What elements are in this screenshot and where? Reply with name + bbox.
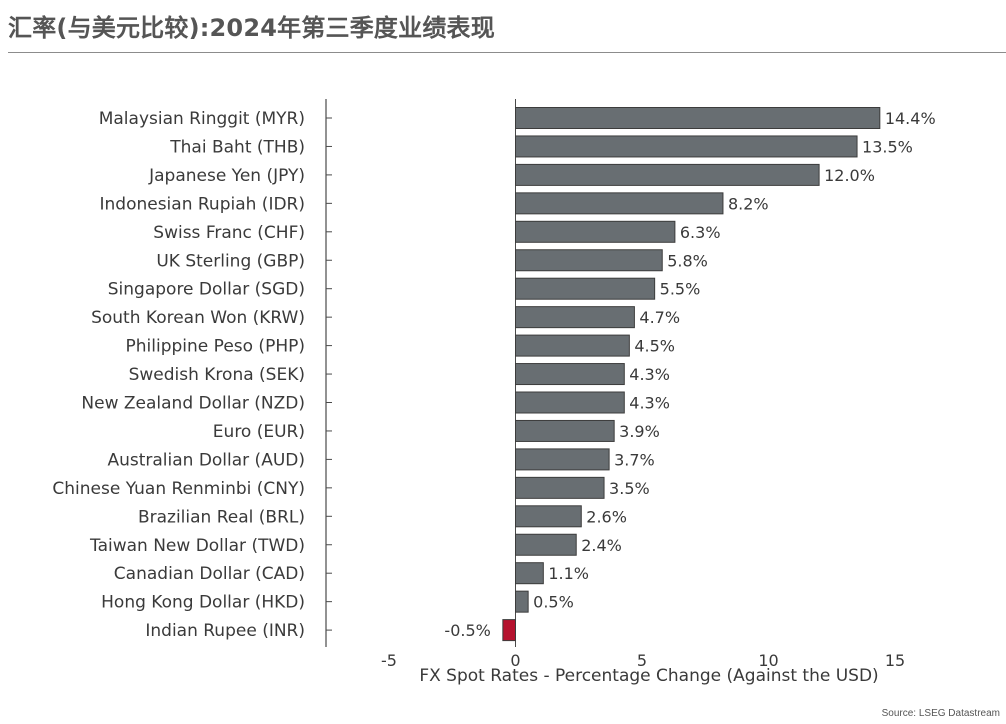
x-axis-title: FX Spot Rates - Percentage Change (Again… [419, 666, 878, 686]
data-label: 3.9% [619, 422, 660, 441]
data-label: 3.7% [614, 450, 655, 469]
category-label: Indonesian Rupiah (IDR) [99, 194, 305, 214]
data-label: 4.3% [629, 394, 670, 413]
category-label: Swiss Franc (CHF) [153, 223, 305, 243]
data-label: 1.1% [548, 564, 589, 583]
category-label: South Korean Won (KRW) [91, 308, 305, 328]
data-label: 3.5% [609, 479, 650, 498]
bar [515, 562, 544, 585]
category-label: Indian Rupee (INR) [145, 621, 305, 641]
category-label: Japanese Yen (JPY) [148, 166, 305, 186]
bar [515, 249, 663, 272]
bar [515, 192, 724, 215]
title-divider [8, 52, 1006, 53]
bar [515, 306, 635, 329]
bar [502, 619, 517, 642]
category-label: Euro (EUR) [213, 422, 305, 442]
category-label: Taiwan New Dollar (TWD) [89, 536, 305, 556]
bar [515, 107, 881, 129]
category-label: Brazilian Real (BRL) [138, 507, 305, 527]
bar [515, 220, 676, 243]
category-label: Chinese Yuan Renminbi (CNY) [52, 479, 305, 499]
bar [515, 334, 630, 357]
bar [515, 590, 529, 613]
data-label: 2.6% [586, 507, 627, 526]
bar [515, 476, 605, 499]
category-label: Canadian Dollar (CAD) [114, 564, 305, 584]
category-label: Singapore Dollar (SGD) [108, 280, 305, 300]
bar [515, 505, 582, 528]
data-label: 0.5% [533, 593, 574, 612]
x-tick-label: 5 [637, 651, 647, 670]
category-label: New Zealand Dollar (NZD) [81, 394, 305, 414]
category-label: Thai Baht (THB) [169, 137, 305, 157]
data-label: 5.8% [667, 251, 708, 270]
category-label: Swedish Krona (SEK) [129, 365, 305, 385]
data-label: 5.5% [660, 280, 701, 299]
bar [515, 533, 577, 556]
source-note: Source: LSEG Datastream [881, 708, 1000, 719]
page-title: 汇率(与美元比较):2024年第三季度业绩表现 [8, 14, 495, 42]
bar [515, 448, 610, 471]
data-label: 12.0% [824, 166, 875, 185]
x-tick-label: 15 [885, 651, 905, 670]
data-label: -0.5% [444, 621, 490, 640]
bar [515, 277, 656, 300]
bar [515, 419, 615, 442]
data-label: 4.5% [634, 337, 675, 356]
data-label: 4.3% [629, 365, 670, 384]
category-label: UK Sterling (GBP) [156, 251, 305, 271]
bar [515, 163, 820, 186]
x-tick-label: -5 [381, 651, 397, 670]
data-label: 6.3% [680, 223, 721, 242]
data-label: 2.4% [581, 536, 622, 555]
bar [515, 135, 858, 158]
x-tick-label: 0 [510, 651, 520, 670]
bar [515, 391, 625, 414]
category-label: Australian Dollar (AUD) [107, 450, 305, 470]
category-label: Hong Kong Dollar (HKD) [101, 593, 305, 613]
data-label: 13.5% [862, 137, 913, 156]
x-tick-label: 10 [758, 651, 778, 670]
bar [515, 363, 625, 386]
data-label: 4.7% [639, 308, 680, 327]
data-label: 14.4% [885, 109, 936, 128]
data-label: 8.2% [728, 194, 769, 213]
category-label: Malaysian Ringgit (MYR) [99, 109, 305, 129]
category-label: Philippine Peso (PHP) [126, 337, 305, 357]
